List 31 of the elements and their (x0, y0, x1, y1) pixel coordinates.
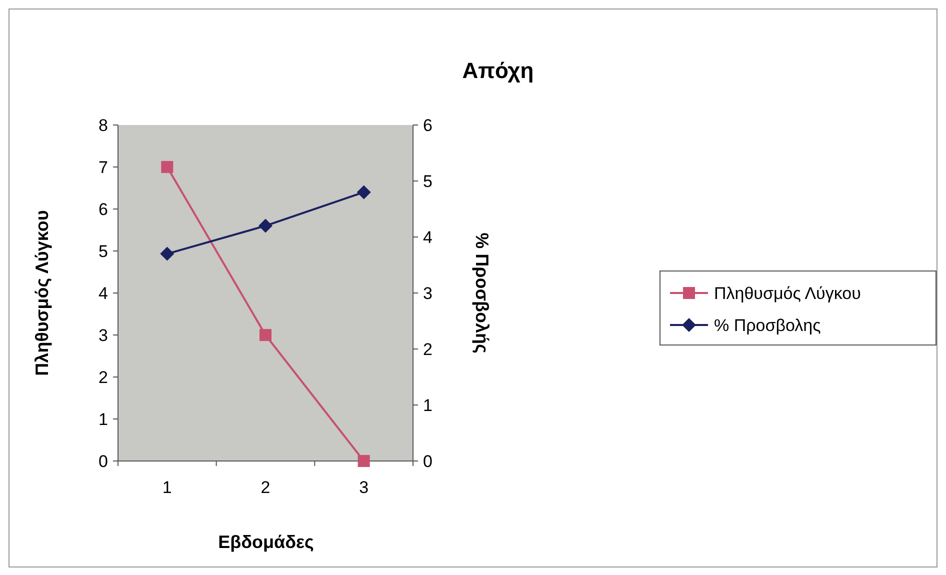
y2-tick-label: 2 (423, 340, 432, 359)
y-tick-label: 2 (98, 368, 108, 387)
y-tick-label: 8 (98, 116, 108, 135)
y2-tick-label: 3 (423, 284, 432, 303)
y2-axis-title: % Προσβολής (472, 232, 492, 354)
y2-tick-label: 5 (423, 172, 432, 191)
y-tick-label: 7 (98, 158, 108, 177)
y-tick-label: 3 (98, 326, 108, 345)
y2-tick-label: 1 (423, 396, 432, 415)
y-tick-label: 6 (98, 200, 108, 219)
y2-tick-label: 6 (423, 116, 432, 135)
y-tick-label: 4 (98, 284, 108, 303)
y-tick-label: 5 (98, 242, 108, 261)
point (358, 455, 370, 467)
point (260, 329, 272, 341)
y-tick-label: 1 (98, 410, 108, 429)
y-axis-title: Πληθυσμός Λύγκου (32, 210, 52, 376)
point (161, 161, 174, 173)
x-tick-label: 3 (359, 478, 369, 497)
point (160, 246, 174, 261)
text: Απόχη (462, 58, 534, 83)
point (356, 185, 371, 200)
legend-label: % Προσβολης (714, 316, 821, 335)
y2-tick-label: 0 (423, 452, 432, 471)
y2-tick-label: 4 (423, 228, 432, 247)
point (258, 218, 272, 233)
legend-label: Πληθυσμός Λύγκου (714, 284, 861, 303)
y-tick-label: 0 (98, 452, 108, 471)
x-tick-label: 1 (162, 478, 172, 497)
x-tick-label: 2 (260, 478, 270, 497)
x-axis-title: Εβδομάδες (218, 532, 314, 552)
